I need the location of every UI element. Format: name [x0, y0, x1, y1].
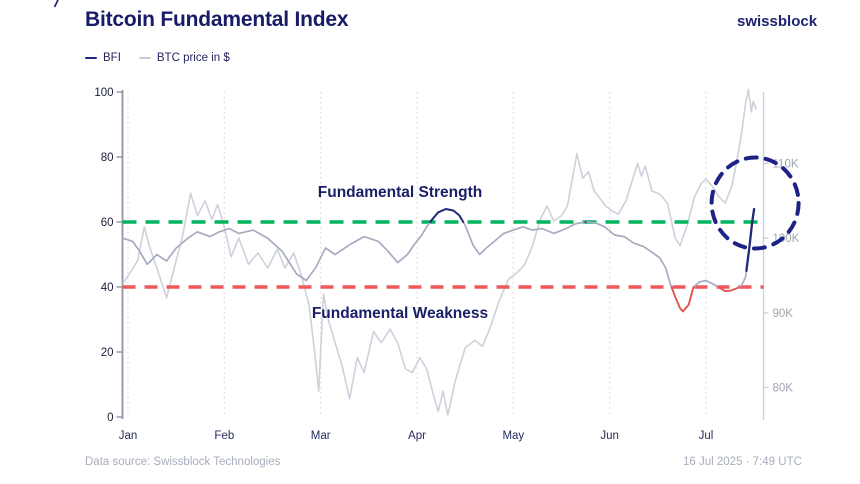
page-title: Bitcoin Fundamental Index — [85, 8, 349, 31]
legend-label: BTC price in $ — [156, 52, 230, 64]
x-tick-mar: Mar — [311, 430, 331, 442]
y-left-tick-100: 100 — [94, 87, 113, 99]
y-left-tick-40: 40 — [101, 282, 114, 294]
timestamp-text: 16 Jul 2025 · 7:49 UTC — [683, 456, 802, 468]
data-source-text: Data source: Swissblock Technologies — [85, 456, 281, 468]
bfi-weakness-segment — [670, 286, 695, 313]
y-right-tick-90K: 90K — [773, 308, 794, 320]
legend-dash-icon — [85, 56, 97, 60]
bfi-end-spike — [745, 207, 756, 272]
chart-legend: BFI BTC price in $ — [85, 52, 230, 64]
x-tick-apr: Apr — [408, 430, 426, 442]
fundamental-strength-label: Fundamental Strength — [317, 184, 483, 201]
btc-price-line — [122, 88, 757, 416]
y-left-tick-60: 60 — [101, 217, 114, 229]
y-left-tick-20: 20 — [101, 347, 114, 359]
corner-artifact — [53, 0, 59, 8]
x-tick-jul: Jul — [699, 430, 714, 442]
y-right-tick-110K: 110K — [773, 158, 799, 170]
highlight-circle-icon — [709, 155, 801, 251]
bfi-line — [122, 208, 755, 313]
legend-item-bfi: BFI — [85, 52, 121, 64]
y-right-tick-80K: 80K — [773, 383, 794, 395]
y-left-tick-0: 0 — [107, 412, 113, 424]
bfi-strength-segment — [429, 208, 465, 223]
legend-dash-icon — [138, 56, 151, 60]
fundamental-weakness-label: Fundamental Weakness — [311, 305, 489, 322]
bfi-weakness-segment — [717, 286, 740, 293]
x-tick-may: May — [502, 430, 524, 442]
y-left-tick-80: 80 — [101, 152, 114, 164]
swissblock-logo: swissblock — [737, 13, 818, 30]
legend-item-btc-price-in-: BTC price in $ — [138, 52, 230, 64]
x-tick-jan: Jan — [119, 430, 138, 442]
x-tick-jun: Jun — [600, 430, 619, 442]
x-tick-feb: Feb — [214, 430, 234, 442]
legend-label: BFI — [103, 52, 121, 64]
